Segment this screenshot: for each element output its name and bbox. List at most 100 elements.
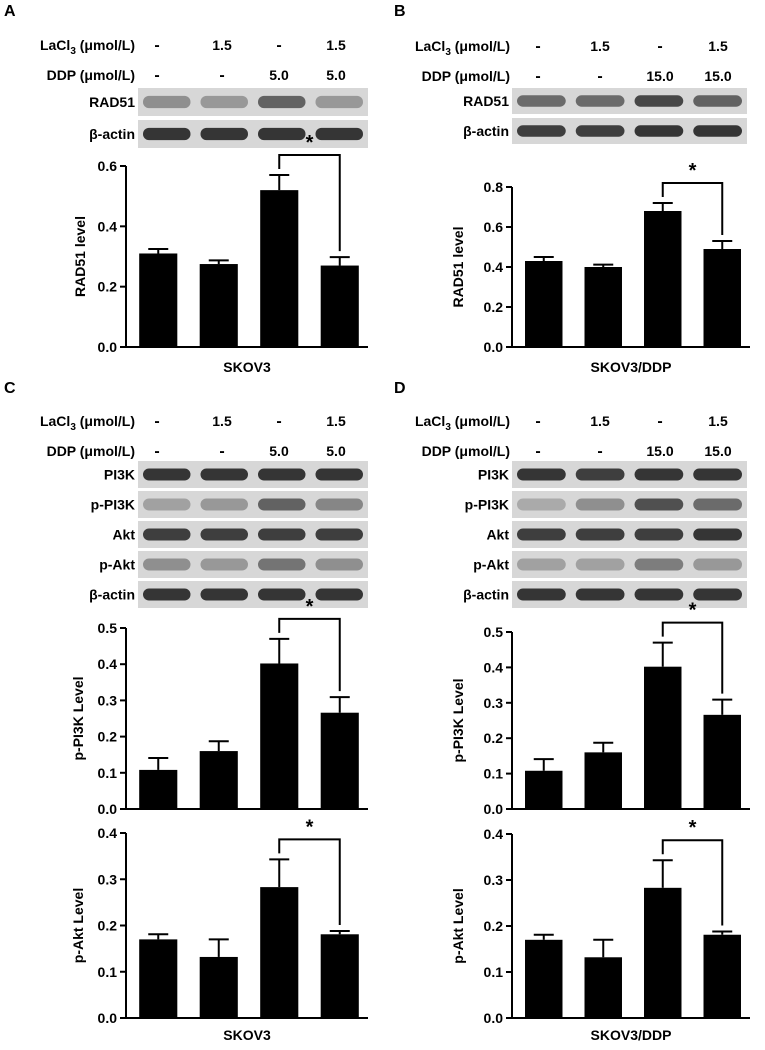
ddp-label: DDP (μmol/L): [47, 67, 135, 83]
bar: [260, 190, 299, 347]
blot-band: [315, 95, 363, 109]
blot-band: [143, 588, 191, 601]
significance-bracket: [278, 838, 341, 926]
y-tick-label: 0.2: [484, 918, 504, 934]
lacl3-value: 1.5: [708, 413, 728, 429]
blot-band: [517, 498, 566, 511]
y-tick-label: 0.5: [98, 620, 118, 636]
bar-chart: 0.0 0.2 0.4 0.6 0.8 RAD51 level * SKOV3/DDP: [450, 160, 750, 375]
blot-band: [143, 95, 191, 109]
blot-band: [517, 95, 566, 107]
blot-band: [575, 558, 625, 571]
bar: [703, 249, 741, 347]
y-tick-label: 0.5: [484, 624, 504, 640]
blot-label: RAD51: [89, 94, 135, 110]
ddp-label: DDP (μmol/L): [422, 68, 510, 84]
blot-label: β-actin: [463, 123, 509, 139]
blot-label: β-actin: [463, 587, 509, 603]
blot-band: [517, 528, 566, 541]
ddp-value: 5.0: [269, 443, 289, 459]
y-tick-label: 0.2: [98, 729, 118, 745]
blot-label: Akt: [486, 527, 509, 543]
blot-label: p-PI3K: [91, 497, 135, 513]
significance-star: *: [689, 817, 697, 839]
y-axis-label: p-PI3K Level: [450, 678, 466, 762]
blot-band: [693, 558, 742, 571]
y-tick-label: 0.0: [484, 1010, 504, 1026]
ddp-value: -: [154, 443, 159, 460]
blot-band: [634, 125, 684, 137]
lacl3-unit: (μmol/L): [76, 37, 135, 53]
lacl3-label: LaCl3 (μmol/L): [415, 38, 510, 58]
x-axis-label: SKOV3/DDP: [591, 359, 672, 375]
bar: [320, 934, 359, 1018]
significance-bracket: [661, 621, 724, 694]
blot-band: [200, 498, 248, 511]
blot-band: [258, 127, 306, 141]
bar: [584, 267, 622, 347]
blot-band: [200, 127, 248, 141]
ddp-label: DDP (μmol/L): [422, 443, 510, 459]
y-tick-label: 0.3: [98, 871, 118, 887]
blot-band: [575, 498, 625, 511]
blot-band: [258, 498, 306, 511]
lacl3-subscript: 3: [70, 46, 76, 57]
bar: [584, 957, 622, 1018]
ddp-value: 15.0: [704, 68, 731, 84]
y-tick-label: 0.3: [484, 695, 504, 711]
lacl3-unit: (μmol/L): [451, 413, 510, 429]
bar: [139, 253, 178, 347]
blot-band: [143, 498, 191, 511]
lacl3-value: 1.5: [326, 37, 346, 53]
blot-band: [575, 95, 625, 107]
ddp-value: -: [535, 443, 540, 460]
y-tick-label: 0.2: [98, 918, 118, 934]
lacl3-value: -: [535, 38, 540, 55]
y-tick-label: 0.1: [98, 964, 118, 980]
significance-star: *: [306, 132, 314, 154]
lacl3-value: -: [276, 413, 281, 430]
lacl3-name: LaCl: [40, 37, 70, 53]
y-tick-label: 0.4: [484, 259, 504, 275]
blot-band: [200, 558, 248, 571]
ddp-value: 15.0: [704, 443, 731, 459]
x-axis-label: SKOV3: [223, 1027, 271, 1043]
ddp-value: 15.0: [646, 68, 673, 84]
bar: [199, 751, 238, 809]
x-axis-label: SKOV3/DDP: [591, 1027, 672, 1043]
ddp-value: 5.0: [326, 443, 346, 459]
panel-letter: A: [4, 3, 16, 20]
blot-band: [315, 498, 363, 511]
bar-chart: 0.0 0.2 0.4 0.6 RAD51 level * SKOV3: [72, 132, 368, 375]
bar: [139, 769, 178, 809]
significance-star: *: [689, 160, 697, 182]
y-tick-label: 0.3: [98, 692, 118, 708]
ddp-value: -: [219, 443, 224, 460]
lacl3-subscript: 3: [445, 422, 451, 433]
blot-label: p-Akt: [99, 557, 135, 573]
blot-band: [258, 95, 306, 109]
bar: [525, 770, 563, 809]
y-tick-label: 0.4: [98, 218, 118, 234]
y-tick-label: 0.4: [484, 826, 504, 842]
panel-letter: C: [4, 380, 16, 397]
lacl3-value: -: [657, 413, 662, 430]
lacl3-name: LaCl: [415, 38, 445, 54]
blot-label: Akt: [112, 527, 135, 543]
lacl3-label: LaCl3 (μmol/L): [415, 413, 510, 433]
blot-band: [315, 127, 363, 141]
blot-band: [517, 588, 566, 601]
y-tick-label: 0.0: [98, 339, 118, 355]
bar: [703, 714, 741, 809]
blot-band: [258, 558, 306, 571]
blot-band: [258, 468, 306, 481]
blot-band: [143, 468, 191, 481]
lacl3-value: 1.5: [590, 413, 610, 429]
significance-bracket: [278, 154, 341, 252]
lacl3-value: -: [154, 37, 159, 54]
bar: [260, 663, 299, 809]
panel-letter: D: [394, 380, 406, 397]
significance-bracket: [661, 839, 724, 926]
y-tick-label: 0.4: [98, 825, 118, 841]
